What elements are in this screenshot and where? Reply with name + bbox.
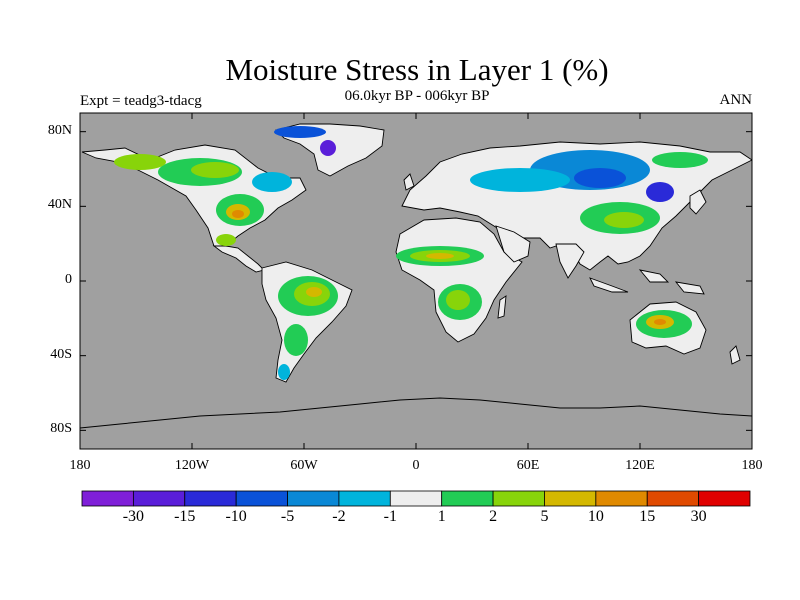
colorbar-label: 2 <box>489 508 498 525</box>
colorbar-swatch <box>492 490 545 507</box>
chart-title: Moisture Stress in Layer 1 (%) <box>225 52 609 87</box>
colorbar-label: 5 <box>540 508 549 525</box>
x-tick-label: 60W <box>290 458 318 473</box>
colorbar-label: 10 <box>587 508 604 525</box>
x-tick-label: 0 <box>412 458 420 473</box>
y-tick-label: 80S <box>50 421 72 437</box>
anomaly-canada-blue <box>252 172 292 192</box>
colorbar-swatch <box>235 490 288 507</box>
colorbar-swatch <box>81 490 134 507</box>
colorbar-label: -1 <box>383 508 397 525</box>
landmass-madagascar <box>497 295 507 319</box>
landmass-india <box>555 243 585 279</box>
colorbar <box>81 490 751 507</box>
x-tick-label: 120E <box>625 458 655 473</box>
anomaly-canada-arctic <box>274 126 326 138</box>
y-tick-label: 80N <box>47 122 72 138</box>
y-tick-label: 40S <box>50 346 72 362</box>
colorbar-swatch <box>595 490 648 507</box>
experiment-label: Expt = teadg3-tdacg <box>80 93 202 109</box>
anomaly-mexico <box>216 234 236 246</box>
colorbar-label: -10 <box>225 508 247 525</box>
colorbar-label: 15 <box>639 508 656 525</box>
chart-subtitle: 06.0kyr BP - 006kyr BP <box>344 88 490 104</box>
colorbar-label: 1 <box>437 508 446 525</box>
colorbar-label: -5 <box>280 508 295 525</box>
colorbar-swatch <box>389 490 443 507</box>
y-tick-label: 0 <box>65 272 72 287</box>
y-tick-label: 40N <box>47 197 72 213</box>
land-layer <box>80 123 752 429</box>
x-tick-label: 180 <box>741 458 763 473</box>
colorbar-swatch <box>184 490 237 507</box>
colorbar-label: 30 <box>690 508 707 525</box>
anomaly-eastern-siberia <box>652 152 708 168</box>
colorbar-swatch <box>132 490 186 507</box>
colorbar-label: -2 <box>332 508 346 525</box>
colorbar-swatch <box>646 490 700 507</box>
anomaly-amazon-yellow <box>306 287 322 297</box>
season-label: ANN <box>719 92 753 108</box>
axis-ticks <box>79 113 753 449</box>
landmass-japan <box>689 189 707 215</box>
antarctica-coastline <box>80 397 752 429</box>
colorbar-label: -15 <box>174 508 196 525</box>
anomaly-east-asia-lime <box>604 212 644 228</box>
colorbar-swatch <box>338 490 391 507</box>
colorbar-swatch <box>287 490 340 507</box>
landmass-new-zealand <box>729 345 741 365</box>
x-tick-label: 60E <box>516 458 540 473</box>
anomaly-southern-africa-lime <box>446 290 470 310</box>
colorbar-swatch <box>441 490 494 507</box>
colorbar-swatch <box>698 490 751 507</box>
landmass-britain <box>403 173 415 191</box>
anomaly-usa-orange <box>232 210 244 218</box>
anomaly-central-asia-dark <box>574 168 626 188</box>
landmass-arabia <box>495 225 531 263</box>
anomaly-patagonia <box>278 364 290 380</box>
anomaly-siberia-light <box>470 168 570 192</box>
anomaly-argentina <box>284 324 308 356</box>
anomaly-canada-lime <box>191 162 239 178</box>
colorbar-label: -30 <box>122 508 145 525</box>
anomaly-alaska <box>114 154 166 170</box>
anomaly-fills <box>114 126 708 380</box>
anomaly-northeast-china <box>646 182 674 202</box>
anomaly-greenland-south <box>320 140 336 156</box>
colorbar-swatch <box>544 490 597 507</box>
landmass-indonesia <box>589 269 705 295</box>
anomaly-australia-orange <box>654 319 666 325</box>
x-tick-label: 180 <box>69 458 91 473</box>
anomaly-sahel-yellow <box>426 253 454 259</box>
x-tick-label: 120W <box>174 458 210 473</box>
